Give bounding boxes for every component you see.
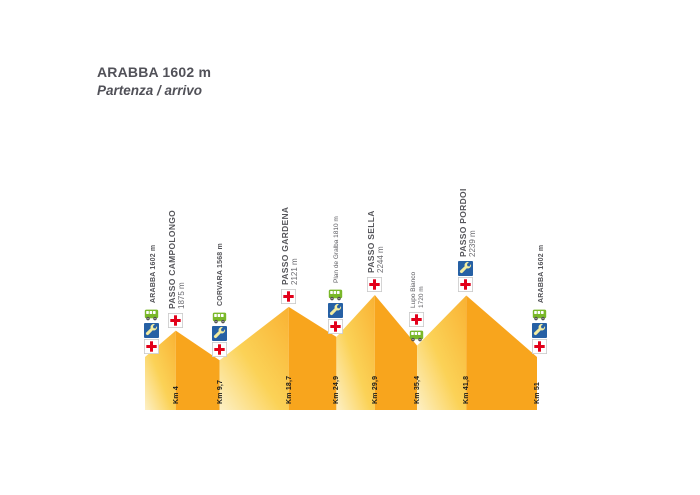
page-subtitle: Partenza / arrivo	[97, 83, 203, 98]
title-block: ARABBA 1602 m Partenza / arrivo	[97, 64, 211, 98]
mechanical-assistance-icon	[144, 323, 159, 338]
bus-icon	[144, 307, 159, 322]
profile-descent-segment	[175, 330, 220, 410]
first-aid-icon	[366, 276, 382, 292]
mechanical-assistance-icon	[532, 323, 547, 338]
bus-icon	[409, 328, 424, 343]
page-title: ARABBA 1602 m	[97, 64, 212, 80]
profile-descent-segment	[288, 306, 337, 410]
profile-climb-segment	[417, 295, 467, 410]
bus-icon	[212, 310, 227, 325]
mechanical-assistance-icon	[211, 326, 227, 342]
first-aid-icon	[458, 277, 474, 293]
mechanical-assistance-icon	[458, 261, 474, 277]
first-aid-icon	[280, 288, 296, 304]
first-aid-icon	[211, 342, 227, 358]
profile-climb-segment	[336, 294, 375, 410]
profile-climb-segment	[219, 306, 289, 410]
profile-descent-segment	[374, 294, 418, 410]
profile-segments	[145, 294, 537, 410]
first-aid-icon	[532, 339, 547, 354]
profile-descent-segment	[466, 295, 537, 410]
first-aid-icon	[328, 318, 344, 334]
first-aid-icon	[167, 312, 183, 328]
bus-icon	[328, 287, 343, 302]
first-aid-icon	[409, 311, 425, 327]
bus-icon	[532, 307, 547, 322]
first-aid-icon	[144, 339, 159, 354]
mechanical-assistance-icon	[328, 302, 344, 318]
